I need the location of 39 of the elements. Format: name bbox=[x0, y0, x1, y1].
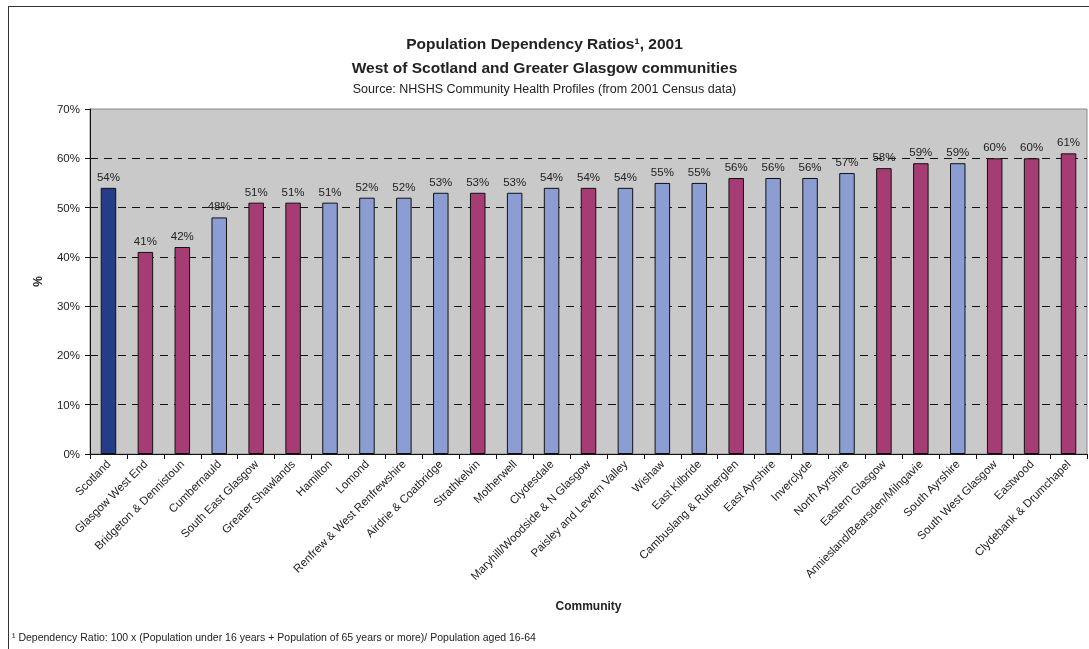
data-label: 59% bbox=[946, 146, 970, 159]
data-label: 60% bbox=[983, 141, 1007, 154]
x-axis-title: Community bbox=[555, 599, 622, 613]
text: ¹ Dependency Ratio: 100 x (Population under 16 years + Population of 65 years or more)/ Population aged 16-64 bbox=[12, 630, 537, 643]
y-tick-label: 30% bbox=[56, 300, 80, 313]
y-axis-title: % bbox=[31, 275, 45, 287]
data-label: 60% bbox=[1020, 141, 1044, 154]
data-label: 53% bbox=[503, 175, 527, 188]
data-label: 48% bbox=[207, 200, 231, 213]
data-label: 54% bbox=[576, 170, 601, 183]
data-label: 57% bbox=[835, 156, 859, 169]
y-tick-label: 60% bbox=[56, 152, 80, 165]
data-label: 42% bbox=[170, 230, 194, 242]
data-label: 41% bbox=[133, 234, 157, 247]
chart-title: Population Dependency Ratios¹, 2001 West of Scotland and Greater Glasgow communities bbox=[351, 34, 738, 76]
data-label: 55% bbox=[687, 165, 711, 178]
chart-subtitle: Source: NHSHS Community Health Profiles (from 2001 Census data) bbox=[352, 81, 737, 96]
data-label: 54% bbox=[613, 170, 637, 183]
y-tick-label: 40% bbox=[56, 250, 80, 263]
data-label: 54% bbox=[96, 170, 120, 183]
data-label: 52% bbox=[355, 180, 379, 193]
data-label: 54% bbox=[540, 170, 564, 183]
y-tick-label: 70% bbox=[56, 103, 80, 115]
data-label: 53% bbox=[466, 175, 490, 188]
y-tick-label: 50% bbox=[56, 201, 80, 214]
data-label: 55% bbox=[650, 165, 674, 178]
data-label: 59% bbox=[909, 146, 933, 159]
y-tick-label: 10% bbox=[56, 398, 80, 411]
data-label: 51% bbox=[318, 185, 342, 198]
data-label: 56% bbox=[724, 161, 748, 173]
data-label: 51% bbox=[281, 185, 305, 198]
y-tick-label: 20% bbox=[56, 349, 80, 362]
data-label: 56% bbox=[761, 161, 785, 173]
data-label: 53% bbox=[429, 175, 453, 188]
data-label: 61% bbox=[1057, 136, 1081, 149]
data-label: 56% bbox=[798, 161, 822, 173]
data-label: 52% bbox=[392, 180, 416, 193]
data-label: 51% bbox=[244, 185, 268, 198]
y-tick-label: 0% bbox=[63, 448, 80, 460]
